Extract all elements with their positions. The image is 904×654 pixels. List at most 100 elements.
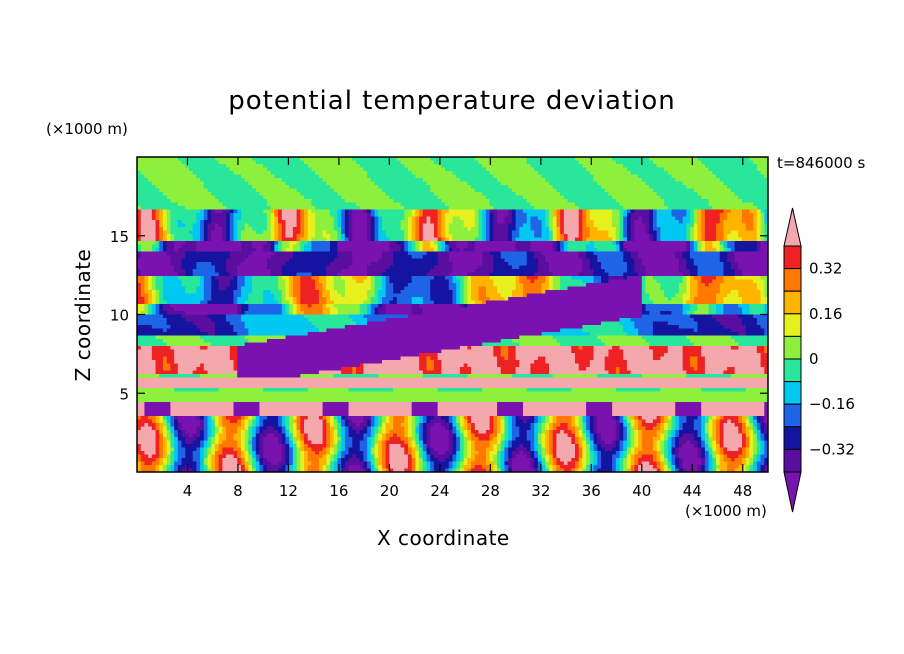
- contour-cell: [370, 416, 376, 421]
- contour-cell: [638, 458, 654, 463]
- contour-cell: [534, 279, 546, 284]
- contour-cell: [593, 178, 643, 183]
- contour-cell: [697, 444, 702, 449]
- contour-cell: [292, 311, 298, 316]
- contour-cell: [292, 297, 298, 302]
- contour-cell: [333, 423, 339, 428]
- contour-cell: [255, 437, 261, 442]
- contour-cell: [671, 213, 687, 218]
- contour-cell: [278, 216, 283, 221]
- contour-cell: [760, 447, 765, 452]
- contour-cell: [593, 272, 609, 277]
- contour-cell: [764, 465, 768, 470]
- x-tick-label: 36: [582, 482, 601, 500]
- contour-cell: [493, 269, 539, 274]
- contour-cell: [326, 458, 331, 463]
- contour-cell: [600, 279, 609, 284]
- contour-cell: [723, 237, 728, 242]
- contour-cell: [378, 230, 387, 235]
- contour-cell: [756, 227, 762, 232]
- contour-cell: [712, 430, 717, 435]
- contour-cell: [704, 223, 717, 228]
- contour-cell: [389, 195, 439, 200]
- contour-cell: [292, 458, 298, 463]
- contour-cell: [634, 419, 639, 424]
- contour-cell: [589, 360, 606, 365]
- contour-cell: [411, 307, 424, 312]
- contour-cell: [730, 290, 739, 295]
- contour-cell: [474, 447, 487, 452]
- contour-cell: [174, 265, 183, 270]
- contour-cell: [619, 444, 624, 449]
- contour-cell: [244, 451, 249, 456]
- contour-cell: [608, 279, 643, 284]
- contour-cell: [545, 468, 550, 472]
- contour-cell: [719, 440, 725, 445]
- contour-cell: [300, 157, 353, 162]
- contour-cell: [422, 374, 468, 379]
- contour-cell: [166, 328, 201, 333]
- contour-cell: [214, 276, 235, 281]
- contour-cell: [151, 209, 157, 214]
- contour-cell: [504, 447, 509, 452]
- contour-cell: [578, 468, 584, 472]
- contour-cell: [237, 234, 242, 239]
- contour-cell: [278, 248, 283, 253]
- colorbar-box: [783, 448, 802, 473]
- contour-cell: [504, 220, 513, 225]
- contour-cell: [296, 433, 301, 438]
- contour-cell: [281, 290, 287, 295]
- contour-cell: [448, 244, 457, 249]
- contour-cell: [400, 202, 446, 207]
- contour-cell: [411, 297, 424, 302]
- contour-cell: [760, 216, 765, 221]
- contour-cell: [226, 227, 231, 232]
- contour-cell: [411, 437, 416, 442]
- contour-cell: [652, 276, 684, 281]
- contour-cell: [144, 300, 149, 305]
- contour-cell: [419, 447, 424, 452]
- contour-cell: [619, 216, 624, 221]
- contour-cell: [708, 433, 713, 438]
- contour-cell: [300, 209, 305, 214]
- contour-cell: [330, 290, 339, 295]
- contour-cell: [589, 241, 595, 246]
- contour-cell: [252, 437, 257, 442]
- contour-cell: [330, 311, 339, 316]
- contour-cell: [467, 286, 472, 291]
- contour-cell: [426, 181, 468, 186]
- contour-cell: [549, 468, 554, 472]
- contour-cell: [645, 419, 654, 424]
- contour-cell: [404, 164, 442, 169]
- contour-cell: [370, 465, 376, 470]
- contour-cell: [341, 230, 346, 235]
- contour-cell: [589, 419, 595, 424]
- contour-cell: [660, 230, 687, 235]
- contour-cell: [519, 342, 561, 347]
- contour-cell: [341, 468, 350, 472]
- contour-cell: [549, 416, 554, 421]
- contour-cell: [422, 248, 435, 253]
- contour-cell: [300, 283, 316, 288]
- contour-cell: [634, 465, 639, 470]
- contour-cell: [712, 437, 717, 442]
- contour-cell: [381, 465, 387, 470]
- contour-cell: [686, 244, 691, 249]
- colorbar-box: [783, 426, 802, 450]
- contour-cell: [433, 227, 439, 232]
- contour-cell: [597, 444, 602, 449]
- contour-cell: [407, 244, 413, 249]
- contour-cell: [463, 363, 468, 368]
- contour-cell: [322, 437, 327, 442]
- contour-cell: [753, 314, 768, 319]
- contour-cell: [318, 465, 324, 470]
- contour-cell: [597, 458, 602, 463]
- contour-cell: [664, 202, 710, 207]
- contour-cell: [263, 465, 268, 470]
- contour-cell: [586, 426, 591, 431]
- contour-cell: [753, 444, 758, 449]
- contour-cell: [478, 293, 487, 298]
- contour-cell: [586, 248, 598, 253]
- contour-cell: [545, 416, 550, 421]
